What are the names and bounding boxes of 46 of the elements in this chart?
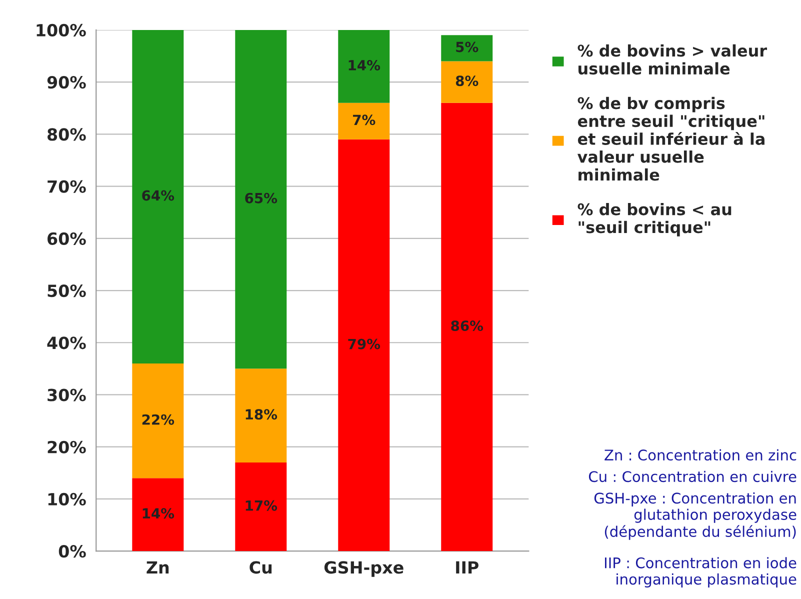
- data-label: 18%: [246, 409, 278, 420]
- data-label: 14%: [142, 508, 174, 519]
- bar: [132, 30, 184, 364]
- text: GSH-pxe : Concentration en glutathion peroxydase (dépendante du sélénium): [594, 492, 796, 540]
- data-label: 79%: [348, 338, 380, 350]
- y-tick-label: 70%: [48, 180, 86, 193]
- bar: [441, 102, 493, 552]
- y-tick-label: 30%: [48, 388, 86, 402]
- x-tick-label: GSH-pxe: [324, 561, 404, 577]
- bar: [235, 368, 287, 462]
- x-tick-label: Cu: [250, 561, 272, 574]
- data-label: 86%: [451, 320, 484, 332]
- x-tick-label: IIP: [456, 561, 478, 574]
- legend-label: % de bv compris entre seuil "critique" et seuil inférieur à la valeur usuelle minimale: [577, 96, 764, 181]
- text: Zn : Concentration en zinc: [604, 449, 796, 461]
- legend-label: % de bovins > valeur usuelle minimale: [578, 44, 768, 75]
- bar: [235, 30, 287, 369]
- data-label: 8%: [456, 76, 478, 86]
- bar: [338, 139, 390, 552]
- y-tick-label: 0%: [58, 545, 86, 558]
- x-tick-label: Zn: [146, 561, 169, 574]
- y-tick-label: 100%: [36, 24, 86, 37]
- text: Cu : Concentration en cuivre: [588, 470, 796, 482]
- data-label: 22%: [142, 414, 174, 425]
- bar: [132, 363, 184, 478]
- bar: [132, 478, 184, 552]
- data-label: 65%: [245, 192, 278, 204]
- data-label: 7%: [353, 114, 376, 126]
- data-label: 64%: [142, 190, 174, 201]
- bar: [338, 102, 390, 140]
- legend-label: % de bovins < au "seuil critique": [578, 203, 732, 236]
- data-label: 14%: [348, 60, 380, 70]
- y-tick-label: 40%: [47, 336, 86, 350]
- y-tick-label: 80%: [48, 128, 86, 141]
- y-tick-label: 60%: [48, 232, 86, 245]
- bar: [235, 462, 287, 552]
- y-tick-label: 10%: [48, 492, 86, 506]
- data-label: 5%: [456, 42, 478, 52]
- bar: [441, 35, 493, 62]
- y-tick-label: 20%: [48, 440, 86, 454]
- data-label: 17%: [246, 500, 278, 511]
- bar: [338, 30, 390, 103]
- bar: [441, 61, 493, 103]
- text: IIP : Concentration en iode inorganique plasmatique: [604, 557, 796, 588]
- y-tick-label: 90%: [47, 76, 86, 89]
- y-tick-label: 50%: [48, 284, 86, 298]
